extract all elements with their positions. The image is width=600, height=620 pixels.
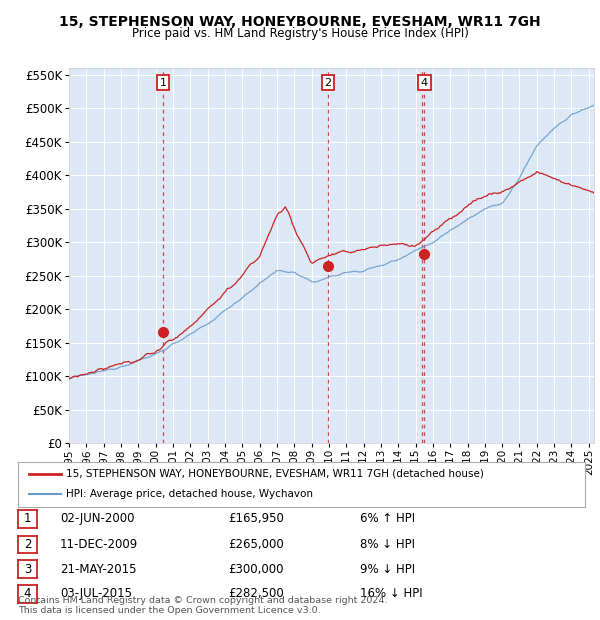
Text: 8% ↓ HPI: 8% ↓ HPI bbox=[360, 538, 415, 551]
Text: 02-JUN-2000: 02-JUN-2000 bbox=[60, 513, 134, 525]
Text: £165,950: £165,950 bbox=[228, 513, 284, 525]
Text: 1: 1 bbox=[24, 513, 31, 525]
Text: HPI: Average price, detached house, Wychavon: HPI: Average price, detached house, Wych… bbox=[66, 489, 313, 500]
Text: Contains HM Land Registry data © Crown copyright and database right 2024.
This d: Contains HM Land Registry data © Crown c… bbox=[18, 596, 388, 615]
Text: 15, STEPHENSON WAY, HONEYBOURNE, EVESHAM, WR11 7GH: 15, STEPHENSON WAY, HONEYBOURNE, EVESHAM… bbox=[59, 16, 541, 30]
Text: 21-MAY-2015: 21-MAY-2015 bbox=[60, 563, 137, 575]
Text: 4: 4 bbox=[24, 588, 31, 600]
Text: 3: 3 bbox=[24, 563, 31, 575]
Text: 11-DEC-2009: 11-DEC-2009 bbox=[60, 538, 138, 551]
Text: 4: 4 bbox=[421, 78, 428, 87]
Text: 1: 1 bbox=[160, 78, 166, 87]
Text: £282,500: £282,500 bbox=[228, 588, 284, 600]
Text: 15, STEPHENSON WAY, HONEYBOURNE, EVESHAM, WR11 7GH (detached house): 15, STEPHENSON WAY, HONEYBOURNE, EVESHAM… bbox=[66, 469, 484, 479]
Text: £300,000: £300,000 bbox=[228, 563, 284, 575]
Text: £265,000: £265,000 bbox=[228, 538, 284, 551]
Text: 6% ↑ HPI: 6% ↑ HPI bbox=[360, 513, 415, 525]
Text: 16% ↓ HPI: 16% ↓ HPI bbox=[360, 588, 422, 600]
Text: Price paid vs. HM Land Registry's House Price Index (HPI): Price paid vs. HM Land Registry's House … bbox=[131, 27, 469, 40]
Text: 2: 2 bbox=[324, 78, 331, 87]
Text: 03-JUL-2015: 03-JUL-2015 bbox=[60, 588, 132, 600]
Text: 9% ↓ HPI: 9% ↓ HPI bbox=[360, 563, 415, 575]
Text: 2: 2 bbox=[24, 538, 31, 551]
